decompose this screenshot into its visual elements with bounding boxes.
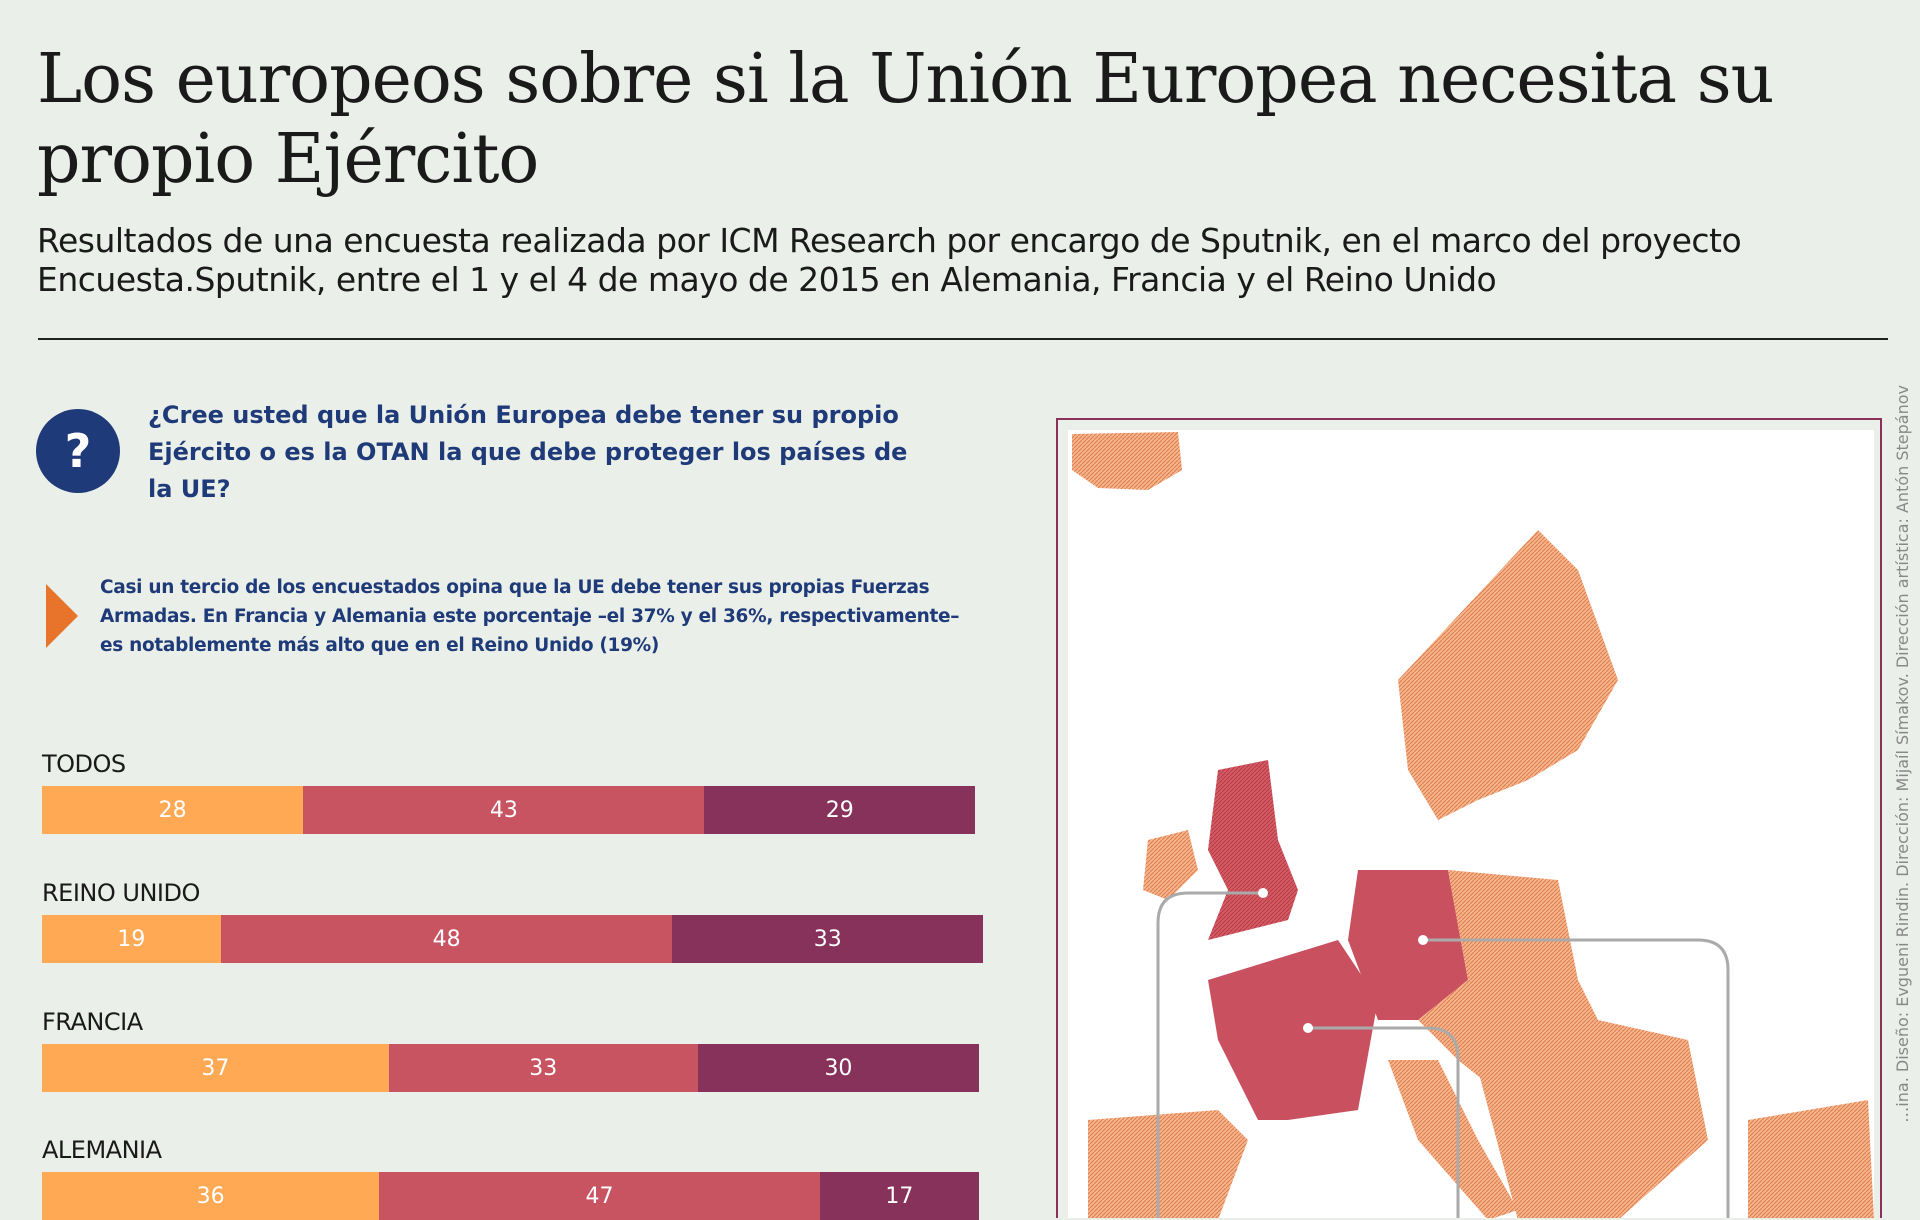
question-icon: ? xyxy=(36,409,120,493)
page-title: Los europeos sobre si la Unión Europea n… xyxy=(37,40,1774,199)
data-label: 19 xyxy=(117,926,146,952)
map-svg xyxy=(1068,430,1874,1218)
bar-segment: 28 xyxy=(42,786,304,834)
data-label: 48 xyxy=(432,926,461,952)
stacked-bar: 19 48 33 xyxy=(42,915,983,963)
balkans xyxy=(1478,1020,1708,1218)
iceland xyxy=(1072,432,1182,490)
bar-segment: 33 xyxy=(388,1044,698,1092)
summary-note: Casi un tercio de los encuestados opina … xyxy=(100,577,960,656)
stacked-bar: 28 43 29 xyxy=(42,786,975,834)
uk xyxy=(1208,760,1298,940)
row-label: FRANCIA xyxy=(42,1008,143,1036)
data-label: 33 xyxy=(813,926,842,952)
connector-france xyxy=(1308,1026,1460,1218)
data-label: 33 xyxy=(529,1055,558,1081)
survey-question: ¿Cree usted que la Unión Europea debe te… xyxy=(148,401,908,503)
connector-germany xyxy=(1423,938,1730,1218)
bar-segment: 30 xyxy=(697,1044,979,1092)
bar-segment: 36 xyxy=(42,1172,380,1220)
stacked-bar: 36 47 17 xyxy=(42,1172,979,1220)
turkey xyxy=(1748,1100,1874,1218)
bar-segment: 17 xyxy=(819,1172,979,1220)
bar-segment: 19 xyxy=(42,915,221,963)
data-label: 30 xyxy=(824,1055,853,1081)
data-label: 36 xyxy=(196,1183,225,1209)
arrow-icon xyxy=(46,584,78,648)
credits: …ina. Diseño: Evgueni Rindin. Dirección:… xyxy=(1893,385,1912,1123)
ireland xyxy=(1143,830,1198,900)
scandinavia xyxy=(1398,530,1618,820)
data-label: 43 xyxy=(489,797,518,823)
data-label: 28 xyxy=(158,797,187,823)
stacked-bar: 37 33 30 xyxy=(42,1044,979,1092)
data-label: 29 xyxy=(825,797,854,823)
bar-segment: 47 xyxy=(379,1172,820,1220)
data-label: 17 xyxy=(885,1183,914,1209)
europe-map xyxy=(1056,418,1882,1218)
germany xyxy=(1348,870,1468,1020)
bar-segment: 29 xyxy=(704,786,975,834)
bar-segment: 37 xyxy=(42,1044,389,1092)
page-subtitle: Resultados de una encuesta realizada por… xyxy=(37,221,1742,299)
iberia xyxy=(1088,1110,1248,1218)
row-label: ALEMANIA xyxy=(42,1136,162,1164)
data-label: 47 xyxy=(585,1183,614,1209)
connector-uk xyxy=(1156,891,1263,1218)
bar-segment: 33 xyxy=(672,915,983,963)
bar-segment: 43 xyxy=(303,786,705,834)
row-label: TODOS xyxy=(42,750,126,778)
france xyxy=(1208,940,1378,1120)
data-label: 37 xyxy=(201,1055,230,1081)
bar-segment: 48 xyxy=(220,915,673,963)
divider xyxy=(38,338,1888,340)
italy xyxy=(1388,1060,1518,1218)
row-label: REINO UNIDO xyxy=(42,879,200,907)
